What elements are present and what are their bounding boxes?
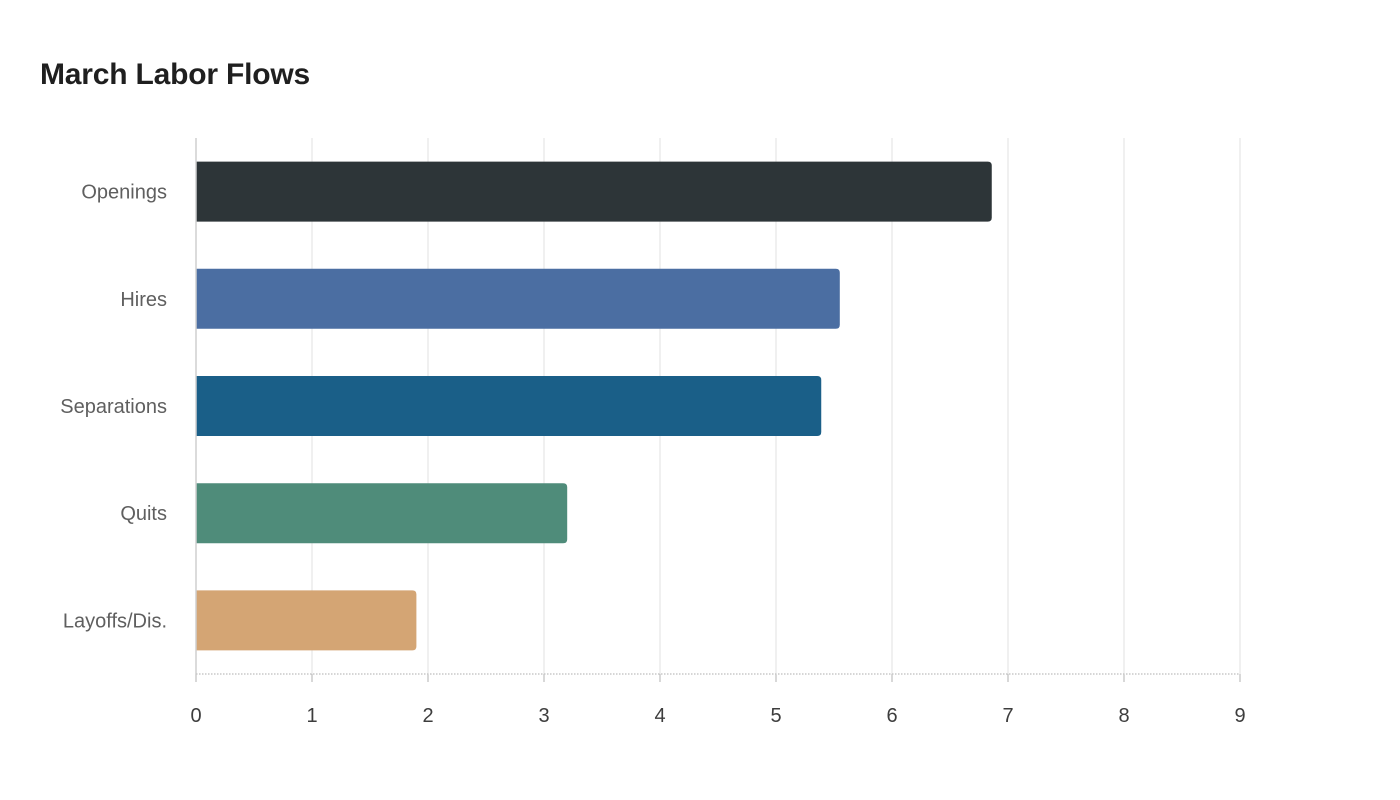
x-tick-label: 4 — [654, 705, 665, 727]
bar-layoffs-dis — [196, 590, 417, 651]
x-tick-label: 1 — [306, 705, 317, 727]
axes — [195, 138, 1241, 682]
chart-title: March Labor Flows — [40, 58, 310, 91]
x-tick-label: 8 — [1118, 705, 1129, 727]
x-tick-label: 5 — [770, 705, 781, 727]
bar-openings — [196, 161, 992, 222]
x-tick-label: 2 — [422, 705, 433, 727]
x-tick-labels: 0 1 2 3 4 5 6 7 8 9 — [190, 705, 1245, 727]
category-label: Openings — [81, 182, 167, 204]
category-label: Hires — [120, 289, 167, 311]
x-tick-label: 6 — [886, 705, 897, 727]
category-label: Quits — [120, 503, 167, 525]
bars — [196, 161, 992, 651]
category-label: Layoffs/Dis. — [63, 610, 167, 632]
category-label: Separations — [60, 396, 167, 418]
bar-quits — [196, 483, 568, 544]
x-tick-label: 9 — [1234, 705, 1245, 727]
x-tick-label: 3 — [538, 705, 549, 727]
bar-hires — [196, 268, 840, 329]
x-tick-label: 0 — [190, 705, 201, 727]
category-labels: Openings Hires Separations Quits Layoffs/Dis… — [60, 182, 167, 633]
bar-separations — [196, 376, 822, 436]
x-tick-label: 7 — [1002, 705, 1013, 727]
